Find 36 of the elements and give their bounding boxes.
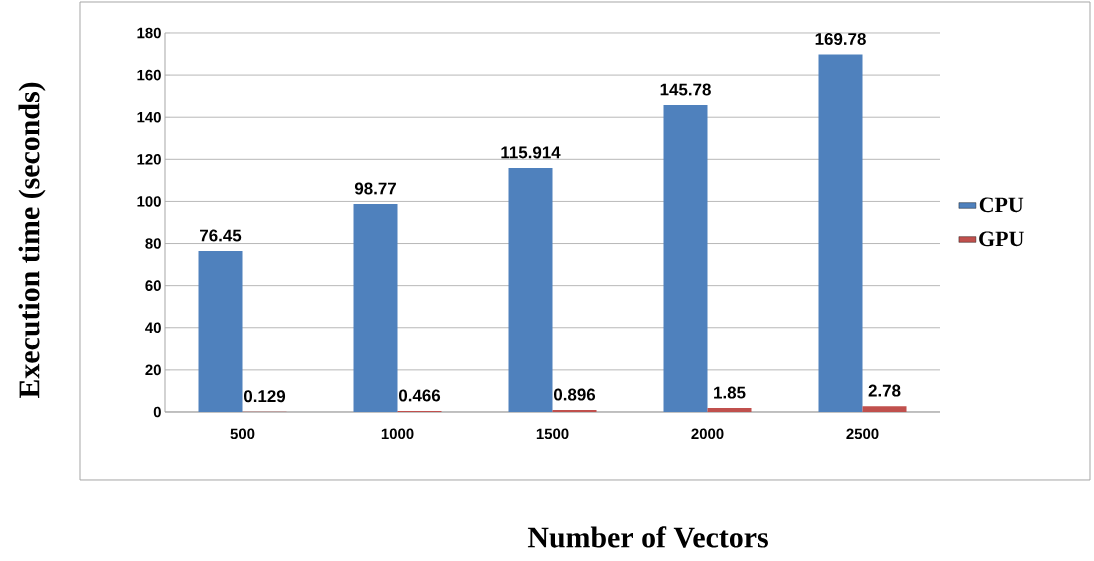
- bar: [353, 204, 398, 412]
- x-axis-title: Number of Vectors: [527, 526, 768, 548]
- bar: [707, 408, 752, 412]
- y-tick-label: 0: [153, 406, 161, 418]
- data-label: 1.85: [714, 386, 746, 399]
- y-tick-label: 180: [137, 27, 161, 39]
- data-label: 0.896: [553, 388, 596, 401]
- data-label: 98.77: [354, 182, 396, 195]
- bar: [818, 54, 863, 412]
- data-label: 0.129: [243, 390, 286, 403]
- x-tick-label: 2000: [691, 428, 724, 440]
- x-tick-label: 2500: [846, 428, 879, 440]
- y-tick-label: 140: [137, 111, 161, 123]
- x-tick-label: 1500: [536, 428, 569, 440]
- x-tick-label: 1000: [381, 428, 414, 440]
- data-label: 2.78: [868, 384, 901, 397]
- data-label: 115.914: [501, 146, 561, 159]
- y-tick-label: 60: [145, 280, 161, 291]
- y-tick-label: 40: [145, 322, 161, 334]
- data-label: 0.466: [398, 389, 441, 402]
- y-tick-label: 160: [137, 69, 161, 81]
- legend-label: GPU: [979, 231, 1024, 247]
- y-tick-label: 80: [145, 238, 161, 249]
- y-tick-label: 20: [145, 364, 161, 376]
- data-label: 169.78: [815, 32, 866, 45]
- data-label: 76.45: [200, 229, 242, 242]
- y-tick-label: 120: [137, 154, 161, 165]
- legend-label: CPU: [979, 197, 1024, 213]
- bar: [663, 105, 708, 412]
- bar: [862, 406, 907, 412]
- data-label: 145.78: [660, 83, 711, 96]
- bar: [508, 167, 553, 412]
- x-tick-label: 500: [230, 428, 255, 440]
- y-tick-label: 100: [137, 196, 161, 207]
- y-axis-title: Execution time (seconds): [18, 82, 46, 399]
- bar: [198, 251, 243, 412]
